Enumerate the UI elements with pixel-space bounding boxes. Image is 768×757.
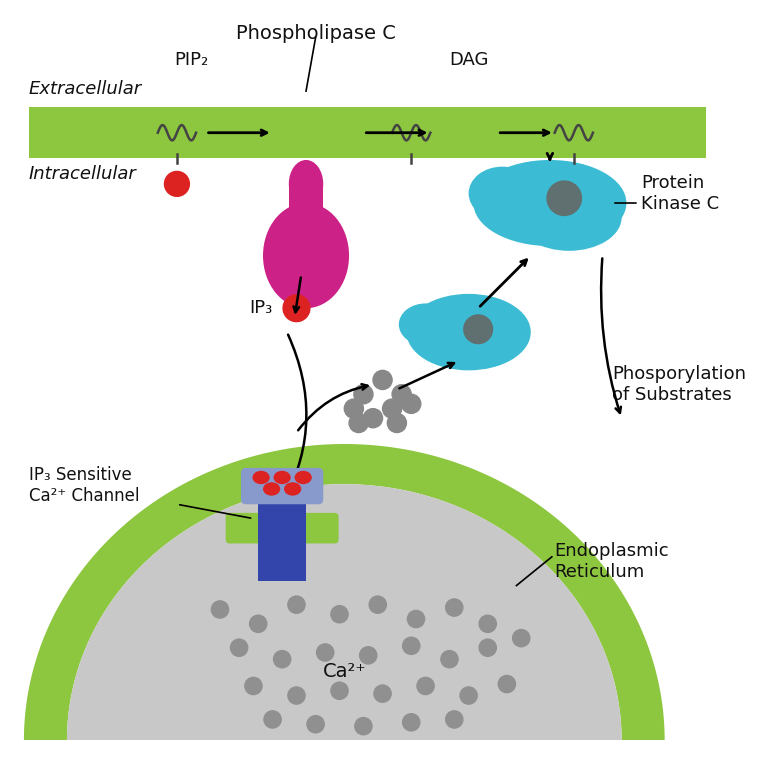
Circle shape — [374, 685, 391, 702]
Bar — [268, 485, 277, 581]
Circle shape — [402, 394, 421, 413]
Text: Phospholipase C: Phospholipase C — [236, 24, 396, 43]
Ellipse shape — [468, 167, 535, 220]
Circle shape — [382, 399, 402, 418]
Text: Endoplasmic
Reticulum: Endoplasmic Reticulum — [554, 542, 669, 581]
Circle shape — [402, 714, 420, 731]
Bar — [28, 107, 706, 158]
Circle shape — [164, 171, 190, 196]
Circle shape — [363, 409, 382, 428]
Circle shape — [211, 601, 229, 618]
Polygon shape — [67, 484, 621, 740]
Bar — [277, 485, 287, 581]
Ellipse shape — [406, 294, 531, 370]
Text: Extracellular: Extracellular — [28, 79, 142, 98]
Circle shape — [373, 370, 392, 390]
Bar — [287, 485, 296, 581]
Circle shape — [479, 639, 496, 656]
Circle shape — [245, 678, 262, 695]
Bar — [289, 184, 323, 265]
Text: Intracellular: Intracellular — [28, 165, 137, 182]
Circle shape — [349, 413, 368, 432]
Circle shape — [355, 718, 372, 735]
Circle shape — [407, 610, 425, 628]
Ellipse shape — [263, 482, 280, 496]
FancyBboxPatch shape — [226, 513, 339, 544]
Ellipse shape — [284, 482, 301, 496]
Text: Ca²⁺: Ca²⁺ — [323, 662, 366, 681]
Text: PIP₂: PIP₂ — [174, 51, 208, 69]
Circle shape — [392, 385, 411, 403]
Circle shape — [445, 599, 463, 616]
Circle shape — [316, 644, 334, 661]
Circle shape — [307, 715, 324, 733]
Ellipse shape — [273, 471, 291, 484]
Circle shape — [445, 711, 463, 728]
Circle shape — [359, 646, 377, 664]
Circle shape — [441, 650, 458, 668]
FancyBboxPatch shape — [241, 468, 323, 504]
Text: Phosporylation
of Substrates: Phosporylation of Substrates — [612, 366, 746, 404]
Text: Protein
Kinase C: Protein Kinase C — [641, 174, 719, 213]
Circle shape — [354, 385, 373, 403]
Circle shape — [273, 650, 291, 668]
Circle shape — [498, 675, 515, 693]
Ellipse shape — [263, 203, 349, 308]
Ellipse shape — [289, 160, 323, 207]
Circle shape — [288, 596, 305, 613]
Text: IP₃: IP₃ — [250, 299, 273, 317]
Ellipse shape — [473, 160, 627, 246]
Ellipse shape — [516, 184, 621, 251]
Polygon shape — [24, 444, 664, 740]
Ellipse shape — [295, 471, 312, 484]
Ellipse shape — [399, 304, 452, 345]
Circle shape — [417, 678, 434, 695]
Circle shape — [230, 639, 248, 656]
Circle shape — [331, 606, 348, 623]
Text: DAG: DAG — [449, 51, 488, 69]
Circle shape — [264, 711, 281, 728]
Bar — [258, 485, 268, 581]
Circle shape — [283, 294, 310, 322]
Ellipse shape — [253, 471, 270, 484]
Circle shape — [344, 399, 363, 418]
Circle shape — [464, 315, 492, 344]
Circle shape — [512, 630, 530, 646]
Text: IP₃ Sensitive
Ca²⁺ Channel: IP₃ Sensitive Ca²⁺ Channel — [28, 466, 139, 504]
Circle shape — [331, 682, 348, 699]
Bar — [296, 485, 306, 581]
Circle shape — [387, 413, 406, 432]
Ellipse shape — [435, 315, 521, 369]
Circle shape — [250, 615, 266, 632]
Circle shape — [402, 637, 420, 654]
Circle shape — [460, 687, 477, 704]
Circle shape — [479, 615, 496, 632]
Circle shape — [369, 596, 386, 613]
Circle shape — [547, 181, 581, 216]
Circle shape — [288, 687, 305, 704]
